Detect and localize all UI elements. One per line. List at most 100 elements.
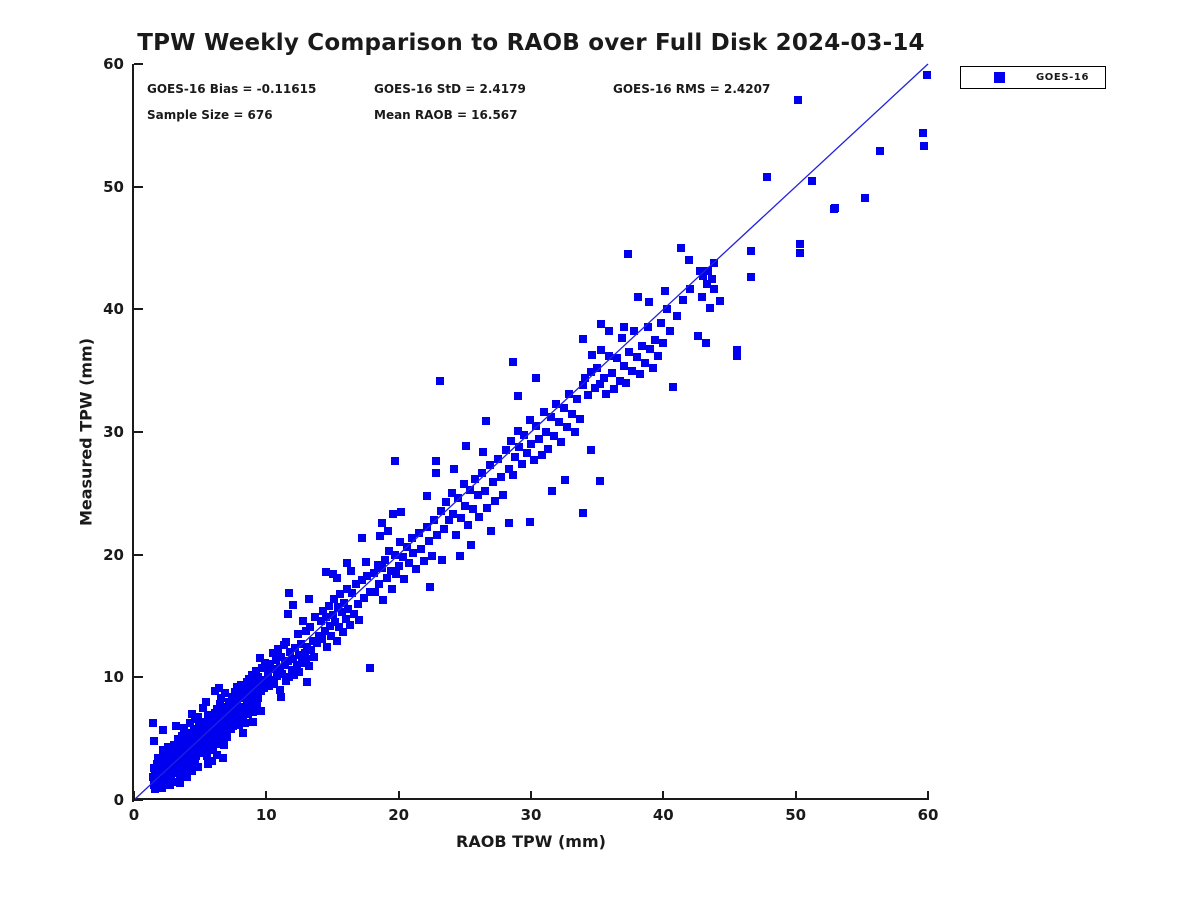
- scatter-point: [660, 286, 669, 295]
- scatter-point: [419, 556, 428, 565]
- scatter-point: [635, 370, 644, 379]
- scatter-point: [716, 296, 725, 305]
- scatter-point: [746, 273, 755, 282]
- scatter-point: [644, 298, 653, 306]
- scatter-point: [504, 518, 513, 527]
- scatter-point: [622, 378, 631, 387]
- scatter-point: [284, 588, 293, 597]
- scatter-point: [442, 497, 451, 506]
- scatter-point: [624, 348, 633, 357]
- scatter-point: [643, 322, 652, 331]
- scatter-point: [544, 445, 553, 454]
- scatter-point: [323, 642, 332, 651]
- legend: GOES-16: [960, 66, 1106, 89]
- scatter-point: [475, 512, 484, 521]
- scatter-point: [549, 431, 558, 440]
- scatter-point: [222, 733, 231, 742]
- scatter-point: [304, 594, 313, 603]
- scatter-point: [529, 456, 538, 465]
- scatter-point: [557, 437, 566, 446]
- scatter-point: [648, 364, 657, 373]
- scatter-point: [646, 344, 655, 353]
- scatter-point: [348, 588, 357, 597]
- scatter-point: [478, 468, 486, 477]
- x-tick-label: 40: [652, 806, 674, 824]
- scatter-point: [693, 332, 702, 341]
- scatter-point: [807, 176, 816, 185]
- scatter-point: [656, 318, 665, 327]
- scatter-point: [288, 601, 297, 609]
- scatter-point: [414, 528, 423, 537]
- scatter-point: [697, 293, 706, 302]
- y-tick-mark: [134, 676, 143, 679]
- scatter-point: [486, 461, 494, 470]
- scatter-point: [593, 364, 602, 373]
- scatter-point: [409, 549, 418, 558]
- scatter-point: [324, 602, 333, 611]
- scatter-point: [565, 390, 574, 398]
- scatter-point: [546, 413, 555, 422]
- scatter-point: [159, 726, 168, 735]
- scatter-point: [431, 468, 440, 477]
- scatter-point: [607, 369, 616, 378]
- legend-marker-square: [994, 72, 1005, 83]
- scatter-point: [483, 504, 492, 513]
- x-tick-mark: [133, 791, 135, 800]
- scatter-point: [462, 441, 471, 450]
- scatter-point: [220, 740, 228, 749]
- scatter-point: [576, 414, 584, 423]
- y-tick-mark: [134, 799, 143, 801]
- scatter-point: [303, 678, 312, 687]
- scatter-point: [762, 172, 771, 181]
- scatter-point: [365, 663, 374, 672]
- scatter-point: [193, 712, 202, 721]
- scatter-point: [397, 507, 406, 516]
- scatter-point: [525, 517, 534, 526]
- x-axis-label: RAOB TPW (mm): [456, 832, 606, 851]
- scatter-point: [254, 694, 263, 703]
- scatter-point: [630, 327, 639, 336]
- scatter-point: [422, 522, 431, 531]
- scatter-point: [527, 440, 535, 449]
- scatter-point: [578, 334, 587, 343]
- x-tick-label: 30: [520, 806, 542, 824]
- scatter-point: [568, 409, 576, 418]
- x-tick-mark: [794, 791, 797, 800]
- y-tick-label: 60: [103, 55, 124, 73]
- scatter-point: [332, 574, 341, 582]
- y-tick-mark: [134, 308, 143, 311]
- scatter-point: [831, 203, 840, 212]
- scatter-point: [376, 532, 385, 541]
- y-tick-mark: [134, 63, 143, 65]
- legend-entry-label: GOES-16: [1036, 72, 1090, 83]
- scatter-point: [438, 555, 447, 564]
- scatter-point: [377, 564, 386, 573]
- x-tick-label: 60: [917, 806, 939, 824]
- scatter-point: [427, 551, 436, 560]
- scatter-point: [306, 623, 314, 631]
- scatter-point: [295, 668, 304, 677]
- scatter-point: [534, 435, 543, 444]
- scatter-point: [508, 470, 517, 479]
- scatter-point: [400, 575, 408, 584]
- scatter-point: [795, 248, 804, 257]
- scatter-point: [345, 620, 354, 629]
- scatter-point: [562, 423, 571, 432]
- scatter-point: [282, 637, 291, 646]
- scatter-point: [168, 777, 177, 786]
- x-tick-label: 50: [785, 806, 807, 824]
- scatter-point: [548, 486, 557, 495]
- scatter-point: [276, 693, 285, 701]
- scatter-point: [561, 475, 570, 484]
- scatter-point: [390, 550, 399, 559]
- scatter-point: [499, 490, 508, 499]
- scatter-point: [283, 609, 292, 618]
- x-tick-mark: [397, 791, 400, 800]
- scatter-point: [493, 455, 502, 463]
- scatter-point: [619, 361, 628, 370]
- scatter-point: [610, 385, 619, 394]
- scatter-point: [705, 304, 714, 313]
- scatter-point: [347, 566, 355, 575]
- scatter-point: [361, 558, 370, 566]
- scatter-point: [520, 430, 529, 439]
